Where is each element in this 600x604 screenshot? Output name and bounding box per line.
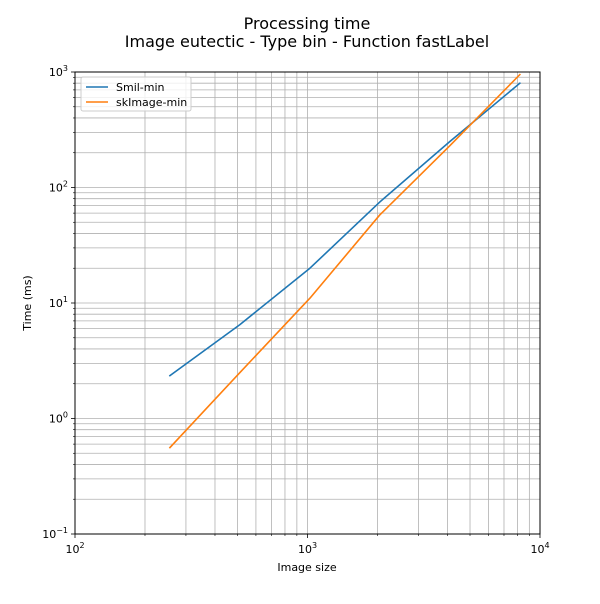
x-axis-label: Image size bbox=[277, 561, 337, 574]
y-axis-label: Time (ms) bbox=[21, 275, 34, 331]
legend-label-smil-min: Smil-min bbox=[116, 81, 165, 94]
legend: Smil-min skImage-min bbox=[80, 76, 192, 112]
legend-box bbox=[80, 76, 192, 112]
series-line-skimage-min bbox=[168, 73, 521, 449]
series-line-smil-min bbox=[168, 82, 521, 377]
chart-title: Processing time bbox=[244, 14, 371, 33]
series-layer bbox=[168, 73, 521, 449]
grid-lines bbox=[75, 72, 540, 534]
chart-subtitle: Image eutectic - Type bin - Function fas… bbox=[125, 32, 489, 51]
legend-label-skimage-min: skImage-min bbox=[116, 96, 187, 109]
